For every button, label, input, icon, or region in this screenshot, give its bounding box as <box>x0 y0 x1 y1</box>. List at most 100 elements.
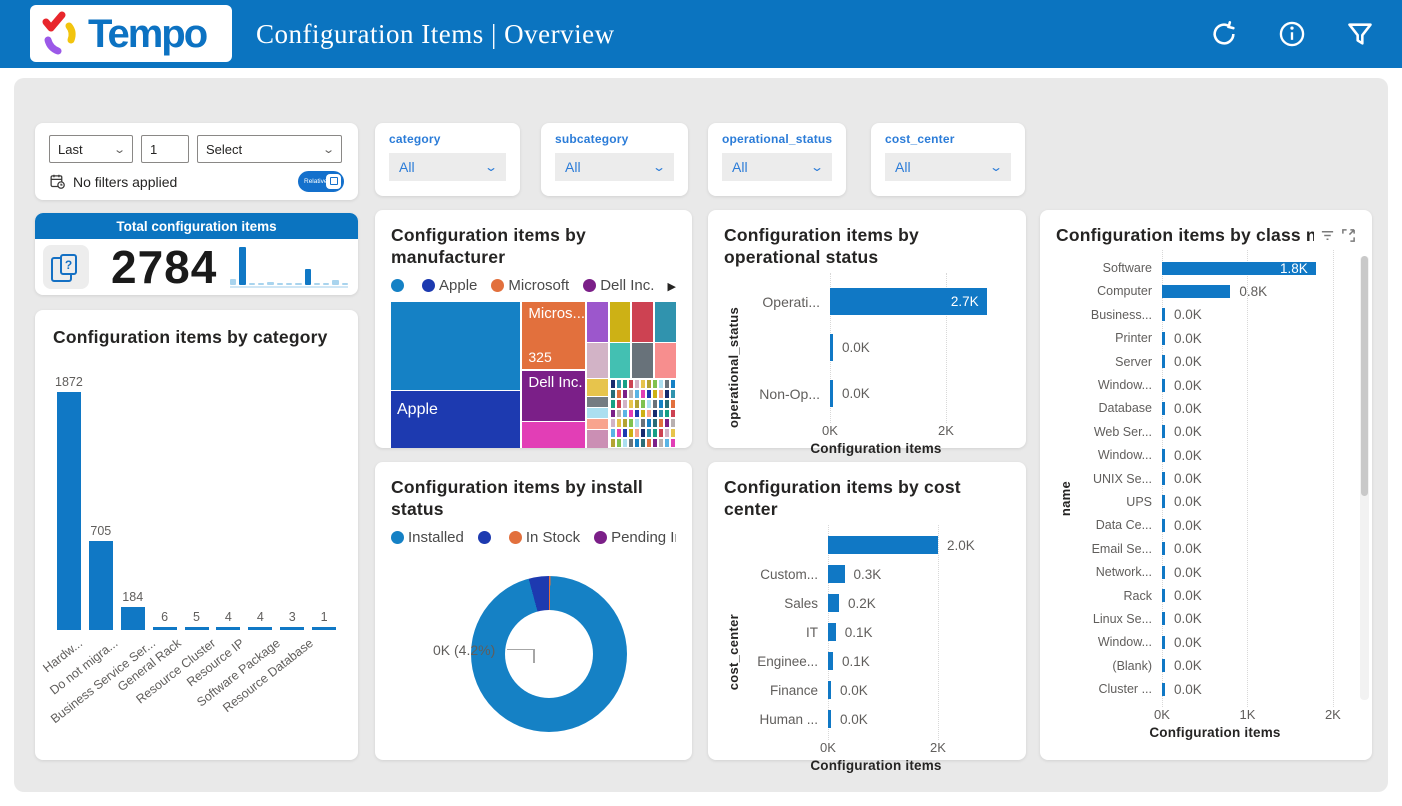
treemap-cell[interactable] <box>522 421 585 448</box>
bar[interactable] <box>184 627 209 631</box>
focus-mode-icon[interactable] <box>1341 228 1356 243</box>
x-axis-tick: 2K <box>1324 706 1341 722</box>
refresh-icon[interactable] <box>1210 20 1238 48</box>
bar[interactable]: 1.8K <box>1162 261 1316 276</box>
bar[interactable] <box>1162 308 1165 322</box>
bar[interactable] <box>828 594 839 613</box>
treemap-cell-label: Micros... <box>528 304 586 322</box>
scrollbar-thumb[interactable] <box>1361 256 1368 496</box>
y-axis-label: Sales <box>784 595 818 611</box>
bar[interactable] <box>88 540 113 631</box>
treemap-cell[interactable] <box>632 343 654 378</box>
bar[interactable] <box>830 380 833 408</box>
slicer-subcategory-dropdown[interactable]: All ⌄ <box>555 153 674 181</box>
info-icon[interactable] <box>1278 20 1306 48</box>
treemap-cell[interactable] <box>609 343 631 378</box>
bar-value-label: 184 <box>122 590 144 604</box>
treemap-cell[interactable] <box>632 301 654 342</box>
y-axis-title: operational_status <box>725 306 741 428</box>
bar[interactable] <box>56 392 81 631</box>
treemap-cell[interactable] <box>609 301 631 342</box>
category-column: 6 <box>149 362 181 631</box>
bar[interactable] <box>312 627 337 631</box>
help-pages-icon[interactable]: ? <box>43 245 89 289</box>
bar[interactable] <box>828 681 831 700</box>
treemap-cell[interactable] <box>586 343 608 378</box>
bar[interactable] <box>1162 355 1165 369</box>
bar[interactable] <box>1162 589 1165 603</box>
bar[interactable]: 2.7K <box>830 288 987 316</box>
treemap-cell[interactable] <box>391 301 521 390</box>
period-unit-dropdown[interactable]: Select ⌄ <box>197 135 342 163</box>
bar[interactable] <box>1162 331 1165 345</box>
app-header: Tempo Configuration Items | Overview <box>0 0 1402 68</box>
filter-icon[interactable] <box>1346 20 1374 48</box>
treemap-cell[interactable] <box>586 430 608 448</box>
treemap-cell[interactable] <box>655 301 676 342</box>
treemap-cell[interactable]: Micros... 325 <box>522 301 586 370</box>
legend-item[interactable]: Dell Inc. <box>583 277 654 294</box>
bar[interactable] <box>1162 635 1165 649</box>
period-count-input[interactable]: 1 <box>141 135 189 163</box>
bar[interactable] <box>248 627 273 631</box>
legend-label: Dell Inc. <box>600 276 655 294</box>
legend-next-arrow[interactable]: ▶ <box>667 280 676 293</box>
bar-value-label: 0.0K <box>842 386 870 402</box>
bar[interactable] <box>1162 518 1165 532</box>
bar[interactable] <box>828 536 938 555</box>
manufacturer-legend: Apple Microsoft Dell Inc. ▶ <box>391 277 676 294</box>
treemap-cell[interactable] <box>586 408 608 418</box>
bar[interactable] <box>1162 401 1165 415</box>
bar[interactable] <box>1162 495 1165 509</box>
bar[interactable] <box>830 334 833 362</box>
legend-item[interactable]: Apple <box>422 277 477 294</box>
legend-item[interactable] <box>477 530 495 544</box>
bar[interactable] <box>1162 682 1165 696</box>
bar[interactable] <box>1162 284 1231 298</box>
treemap-cell[interactable] <box>586 397 608 407</box>
slicer-category-dropdown[interactable]: All ⌄ <box>389 153 506 181</box>
bar[interactable] <box>1162 612 1165 626</box>
bar[interactable] <box>120 607 145 631</box>
legend-item[interactable]: Microsoft <box>491 277 569 294</box>
x-axis-title: Configuration items <box>810 440 942 456</box>
bar[interactable] <box>280 627 305 631</box>
slicer-cost-center-dropdown[interactable]: All ⌄ <box>885 153 1011 181</box>
legend-item[interactable]: Pending Inst... <box>594 529 676 546</box>
legend-item[interactable]: In Stock <box>508 529 580 546</box>
bar[interactable] <box>1162 378 1165 392</box>
treemap-cell[interactable] <box>655 343 676 378</box>
bar[interactable] <box>216 627 241 631</box>
treemap-cell[interactable]: Dell Inc. <box>522 370 585 421</box>
legend-item[interactable] <box>391 278 408 292</box>
bar[interactable] <box>828 710 831 729</box>
legend-item[interactable]: Installed <box>391 529 464 546</box>
bar[interactable] <box>828 652 833 671</box>
bar[interactable] <box>1162 542 1165 556</box>
bar[interactable] <box>1162 565 1165 579</box>
filter-lines-icon[interactable] <box>1320 228 1335 243</box>
bar-value-label: 0.8K <box>1239 283 1268 299</box>
bar[interactable] <box>828 623 836 642</box>
slicer-value: All <box>565 159 581 175</box>
last-dropdown[interactable]: Last ⌄ <box>49 135 133 163</box>
category-column: 4 <box>244 362 276 631</box>
treemap-cell[interactable] <box>586 379 608 396</box>
treemap-cell[interactable] <box>586 419 608 429</box>
bar[interactable] <box>1162 472 1165 486</box>
treemap-cell[interactable] <box>610 379 676 448</box>
relative-toggle[interactable]: Relative <box>298 171 344 192</box>
treemap-cell[interactable]: Apple <box>391 391 521 448</box>
bar-row: Printer 0.0K <box>1074 327 1356 350</box>
scrollbar[interactable] <box>1360 256 1369 700</box>
bar[interactable] <box>1162 448 1165 462</box>
bar[interactable] <box>1162 425 1165 439</box>
slicer-operational-status-dropdown[interactable]: All ⌄ <box>722 153 832 181</box>
treemap-cell[interactable] <box>586 301 608 342</box>
slicer-label: operational_status <box>722 132 833 146</box>
bar[interactable] <box>828 565 845 584</box>
chevron-down-icon: ⌄ <box>988 160 1004 174</box>
donut-chart[interactable] <box>471 575 627 732</box>
bar[interactable] <box>1162 659 1165 673</box>
bar[interactable] <box>152 627 177 631</box>
